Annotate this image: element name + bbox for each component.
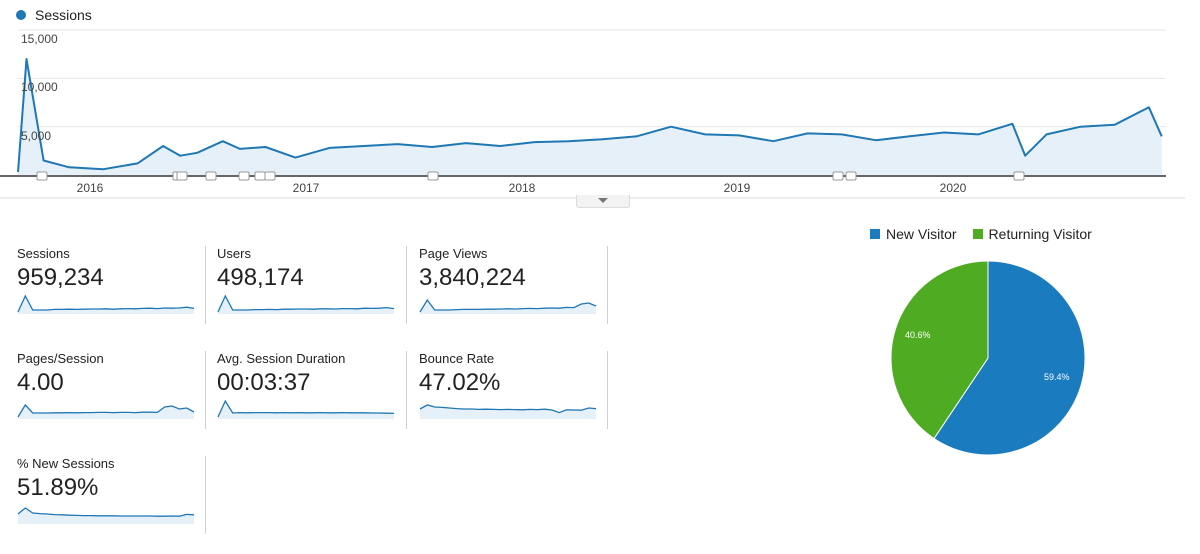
annotation-marker xyxy=(176,171,188,181)
metric-page-views[interactable]: Page Views 3,840,224 xyxy=(419,246,599,322)
sessions-area xyxy=(18,59,1162,175)
x-tick-label: 2018 xyxy=(508,181,536,195)
sparkline-line xyxy=(419,298,597,313)
metric-avg-session-duration[interactable]: Avg. Session Duration 00:03:37 xyxy=(217,351,397,427)
sparkline-area xyxy=(420,405,596,419)
metric-label: % New Sessions xyxy=(17,456,115,471)
metric-label: Page Views xyxy=(419,246,488,261)
metric-bounce-rate[interactable]: Bounce Rate 47.02% xyxy=(419,351,599,427)
sessions-line-chart xyxy=(0,29,1185,199)
new-sessions-sparkline xyxy=(17,507,195,524)
pie-legend: New Visitor Returning Visitor xyxy=(870,226,1108,242)
y-tick-label: 10,000 xyxy=(21,80,58,94)
metric-value: 498,174 xyxy=(217,264,304,291)
annotation-marker xyxy=(845,171,857,181)
x-tick-label: 2017 xyxy=(292,181,320,195)
metric-value: 00:03:37 xyxy=(217,369,311,396)
x-tick-label: 2019 xyxy=(723,181,751,195)
annotation-marker xyxy=(1013,171,1025,181)
sparkline-line xyxy=(17,507,195,517)
annotation-marker xyxy=(205,171,217,181)
legend-swatch xyxy=(972,229,983,239)
pie-slice-label: 40.6% xyxy=(905,330,931,340)
bounce-rate-sparkline xyxy=(419,404,597,419)
legend-swatch xyxy=(870,229,880,239)
metric-value: 4.00 xyxy=(17,369,64,396)
page-views-sparkline xyxy=(419,298,597,314)
annotation-marker xyxy=(264,171,276,181)
sparkline-area xyxy=(218,296,394,314)
legend-label: New Visitor xyxy=(886,226,957,242)
metric-label: Sessions xyxy=(17,246,70,261)
annotation-marker xyxy=(427,171,439,181)
metric-users[interactable]: Users 498,174 xyxy=(217,246,397,322)
pie-slice-returning-visitor xyxy=(890,260,989,440)
divider xyxy=(607,351,608,429)
pie-slice-label: 59.4% xyxy=(1044,372,1070,382)
annotation-marker xyxy=(832,171,844,181)
pages-session-sparkline xyxy=(17,403,195,419)
sparkline-line xyxy=(217,294,395,313)
sessions-legend-label: Sessions xyxy=(35,7,92,23)
metric-label: Avg. Session Duration xyxy=(217,351,346,366)
sessions-legend-dot xyxy=(16,10,26,20)
sparkline-area xyxy=(18,405,194,419)
divider xyxy=(205,456,206,534)
metric-value: 47.02% xyxy=(419,369,501,396)
sparkline-area xyxy=(218,401,394,419)
sessions-sparkline xyxy=(17,294,195,314)
pie-slice-new-visitor xyxy=(933,260,1086,456)
sparkline-line xyxy=(419,404,597,414)
metric-value: 959,234 xyxy=(17,264,104,291)
divider xyxy=(205,351,206,429)
legend-item-new-visitor[interactable]: New Visitor xyxy=(870,226,957,242)
y-tick-label: 15,000 xyxy=(21,32,58,46)
metric-new-sessions[interactable]: % New Sessions 51.89% xyxy=(17,456,197,532)
x-tick-label: 2016 xyxy=(76,181,104,195)
metric-value: 51.89% xyxy=(17,474,99,501)
sparkline-line xyxy=(217,399,395,418)
metric-sessions[interactable]: Sessions 959,234 xyxy=(17,246,197,322)
legend-label: Returning Visitor xyxy=(988,226,1092,242)
avg-duration-sparkline xyxy=(217,399,395,419)
annotation-marker xyxy=(36,171,48,181)
divider xyxy=(406,351,407,429)
divider xyxy=(607,246,608,324)
divider xyxy=(205,246,206,324)
sparkline-area xyxy=(420,300,596,314)
sparkline-area xyxy=(18,296,194,314)
collapse-chart-button[interactable] xyxy=(576,195,630,208)
metric-pages-session[interactable]: Pages/Session 4.00 xyxy=(17,351,197,427)
metric-label: Bounce Rate xyxy=(419,351,495,366)
sessions-line xyxy=(17,58,1163,173)
metric-label: Pages/Session xyxy=(17,351,104,366)
sparkline-line xyxy=(17,403,195,418)
sparkline-line xyxy=(17,294,195,313)
legend-item-returning-visitor[interactable]: Returning Visitor xyxy=(972,226,1092,242)
y-tick-label: 5,000 xyxy=(21,129,52,143)
annotation-marker xyxy=(238,171,250,181)
metric-label: Users xyxy=(217,246,251,261)
divider xyxy=(406,246,407,324)
visitor-type-pie-chart xyxy=(890,260,1086,456)
annotation-marker xyxy=(254,171,266,181)
chevron-down-icon xyxy=(598,198,608,203)
x-tick-label: 2020 xyxy=(939,181,967,195)
users-sparkline xyxy=(217,294,395,314)
chart-legend: Sessions xyxy=(16,7,92,23)
metric-value: 3,840,224 xyxy=(419,264,526,291)
